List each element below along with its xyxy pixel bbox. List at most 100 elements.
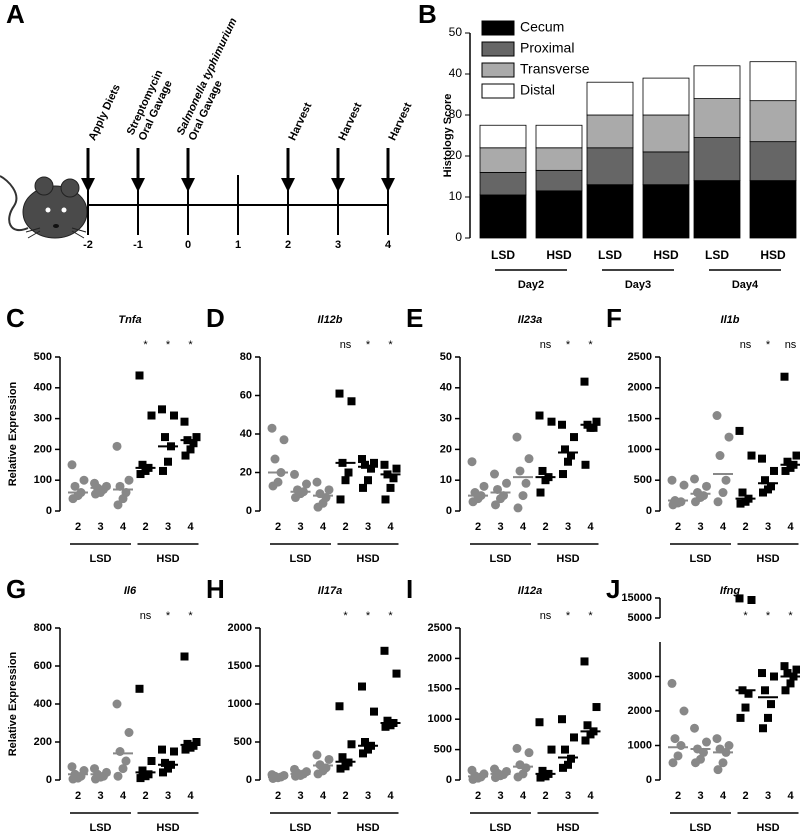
data-point [702,481,711,491]
data-point [558,420,566,429]
chart-title: Il23a [518,314,542,326]
data-point [747,451,756,460]
data-point [792,665,800,674]
data-point [496,494,505,504]
x-tick-label: HSD [546,248,572,262]
data-point [136,774,145,783]
x-tick-label: 3 [697,521,703,533]
x-tick-label: 3 [765,521,771,533]
y-tick-label: 30 [440,413,452,425]
data-point [679,480,689,490]
data-point [781,466,790,475]
data-point [364,476,372,485]
significance-label: * [566,610,571,622]
y-tick-label: 1500 [428,683,452,695]
x-tick-label: 2 [675,790,681,802]
y-tick-label: 2000 [628,382,652,394]
x-tick-label: LSD [598,248,622,262]
x-tick-label: 2 [342,790,348,802]
x-tick-label: 2 [475,790,481,802]
data-point [389,474,398,483]
x-tick-label: 4 [720,521,727,533]
data-point [513,772,523,782]
arrow-head [281,178,295,192]
y-tick-label: 2500 [428,622,452,634]
x-tick-label: 2 [342,521,348,533]
bar-segment [693,180,741,239]
x-tick-label: 4 [787,790,794,802]
x-tick-label: LSD [705,248,729,262]
timeline-tick-label: 4 [385,239,392,251]
data-point [521,478,531,488]
panel-label: B [418,0,437,29]
data-point [468,497,478,507]
data-point [268,481,278,491]
y-tick-label: 2000 [428,652,452,664]
data-point [118,494,128,504]
y-tick-label: 2000 [228,622,252,634]
group-label: LSD [290,822,312,832]
data-point [718,758,728,768]
group-label: HSD [556,553,579,565]
legend-label: Proximal [520,40,574,56]
data-point [786,463,795,472]
chart-title: Ifng [720,585,740,597]
data-point [580,657,589,666]
y-tick-label: 200 [34,443,52,455]
data-point [467,457,477,467]
y-tick-label: 50 [440,351,452,363]
group-label: LSD [490,822,512,832]
y-tick-label: 50 [449,25,463,39]
data-point [91,489,100,499]
data-point [524,748,534,758]
data-point [141,466,150,475]
panel-label: D [206,303,225,333]
data-point [170,747,178,756]
y-tick-label: 0 [646,774,652,786]
bar-segment [693,137,741,182]
arrow-head [131,178,145,192]
y-tick-label: 20 [240,466,252,478]
significance-label: * [388,610,393,622]
data-point [336,495,345,504]
bar-segment [693,65,741,100]
significance-label: * [766,610,771,622]
arrow-head [81,178,95,192]
data-point [668,758,678,768]
chart-title: Il1b [721,314,740,326]
data-point [312,750,322,760]
data-point [361,738,369,746]
group-label: Day3 [625,279,651,291]
x-tick-label: 4 [120,521,127,533]
data-point [113,771,123,781]
data-point [164,764,172,773]
data-point [490,469,499,479]
data-point [336,764,345,773]
data-point [758,454,766,463]
data-point [792,451,800,460]
y-tick-label: 20 [440,443,452,455]
y-tick-label: 500 [34,351,52,363]
event-label: Harvest [336,101,364,143]
bar-segment [535,147,583,171]
y-tick-label: 0 [455,230,462,244]
x-tick-label: 2 [275,790,281,802]
significance-label: * [766,339,771,351]
data-point [479,481,489,491]
data-point [268,773,278,783]
data-point [679,706,689,716]
data-point [586,423,595,432]
data-point [115,747,125,756]
group-label: HSD [756,553,779,565]
data-point [567,754,575,763]
data-point [347,740,356,749]
y-tick-label: 2000 [628,705,652,717]
y-tick-label: 500 [234,736,252,748]
data-point [759,488,767,497]
x-tick-label: 3 [165,521,171,533]
data-point [491,773,500,783]
data-point [667,678,677,688]
data-point [121,756,131,766]
data-point [136,470,145,479]
